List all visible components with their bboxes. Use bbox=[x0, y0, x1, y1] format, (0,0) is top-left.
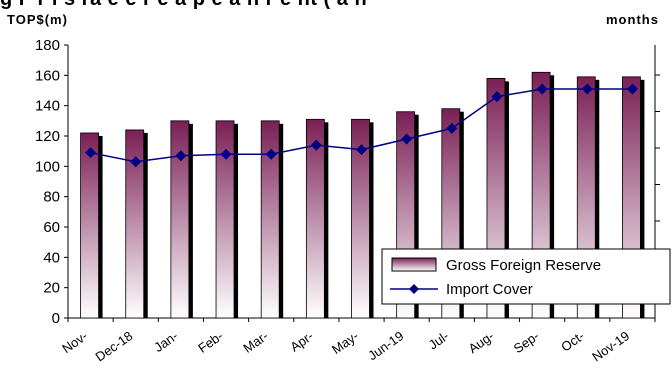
x-tick-label: Dec-18 bbox=[93, 328, 136, 364]
import-cover-point bbox=[491, 91, 503, 103]
bar bbox=[351, 118, 370, 319]
import-cover-point bbox=[85, 147, 97, 159]
x-tick-label: Sep- bbox=[511, 328, 542, 356]
y-tick-label: 40 bbox=[43, 249, 60, 266]
import-cover-point bbox=[265, 148, 277, 160]
import-cover-point bbox=[220, 148, 232, 160]
secondary-y-axis-label: months bbox=[606, 12, 659, 27]
x-tick-label: Jun-19 bbox=[365, 328, 406, 363]
y-tick-label: 60 bbox=[43, 219, 60, 236]
bar bbox=[215, 120, 235, 319]
y-tick-label: 120 bbox=[35, 128, 60, 145]
import-cover-point bbox=[581, 83, 593, 95]
legend-bar-swatch bbox=[391, 257, 437, 272]
bar bbox=[170, 120, 190, 319]
import-cover-point bbox=[310, 139, 322, 151]
x-tick-label: Feb- bbox=[195, 328, 226, 356]
x-tick-label: Apr- bbox=[287, 328, 316, 354]
y-tick-label: 140 bbox=[35, 98, 60, 115]
bar bbox=[305, 118, 325, 319]
import-cover-point bbox=[130, 156, 142, 168]
import-cover-point bbox=[356, 144, 367, 156]
x-tick-label: May- bbox=[329, 328, 361, 357]
x-tick-label: Aug- bbox=[466, 328, 497, 356]
y-tick-label: 180 bbox=[35, 37, 60, 54]
y-tick-label: 0 bbox=[52, 310, 60, 327]
legend-label-import-cover: Import Cover bbox=[446, 281, 533, 298]
x-tick-label: Oct- bbox=[558, 328, 587, 354]
x-tick-label: Nov-19 bbox=[589, 328, 632, 364]
x-tick-label: Jan- bbox=[151, 328, 180, 355]
y-tick-label: 100 bbox=[35, 158, 60, 175]
x-tick-label: Nov- bbox=[59, 328, 90, 356]
bar bbox=[125, 129, 145, 319]
legend-label-reserve: Gross Foreign Reserve bbox=[446, 257, 601, 274]
import-cover-point bbox=[401, 133, 413, 145]
bar bbox=[80, 132, 99, 319]
y-tick-label: 20 bbox=[43, 280, 60, 297]
import-cover-point bbox=[446, 122, 458, 134]
x-tick-label: Jul- bbox=[426, 328, 452, 352]
legend-line-marker bbox=[409, 284, 419, 294]
y-tick-label: 160 bbox=[35, 67, 60, 84]
x-tick-label: Mar- bbox=[240, 328, 270, 356]
import-cover-point bbox=[626, 83, 638, 95]
chart-title-fragment: g F r i s ra e e r e a p e a n r e nt ( … bbox=[0, 0, 367, 11]
y-tick-label: 80 bbox=[43, 189, 60, 206]
y-axis-label: TOP$(m) bbox=[7, 12, 68, 27]
import-cover-point bbox=[536, 83, 548, 95]
import-cover-point bbox=[175, 150, 187, 162]
bar bbox=[260, 120, 280, 319]
